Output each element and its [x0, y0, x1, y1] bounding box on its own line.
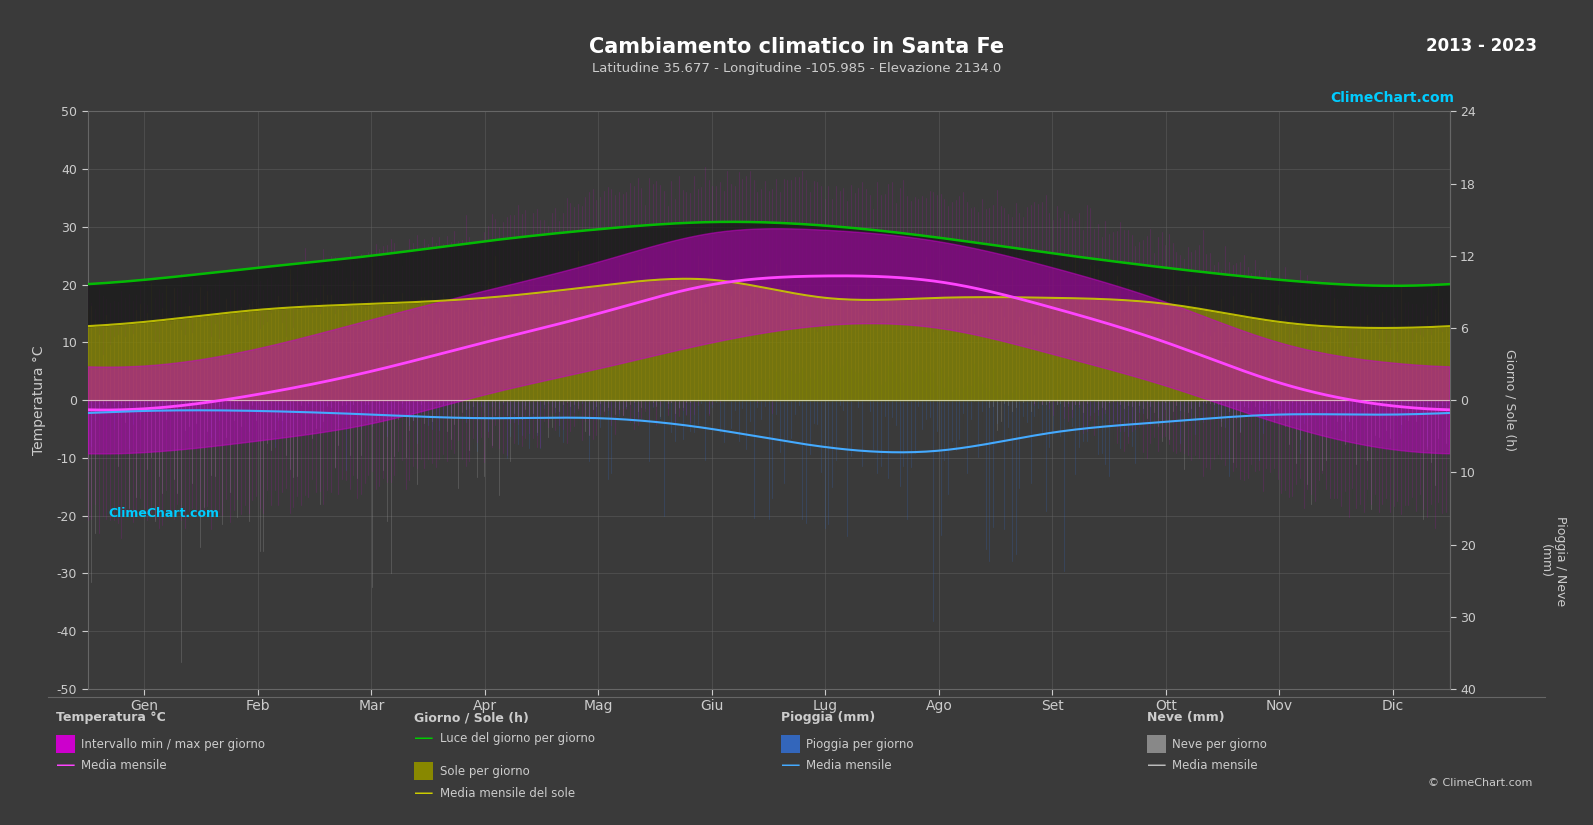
- Text: Latitudine 35.677 - Longitudine -105.985 - Elevazione 2134.0: Latitudine 35.677 - Longitudine -105.985…: [593, 62, 1000, 75]
- Y-axis label: Giorno / Sole (h): Giorno / Sole (h): [1504, 349, 1517, 451]
- Text: Luce del giorno per giorno: Luce del giorno per giorno: [440, 732, 594, 745]
- Text: Media mensile: Media mensile: [1172, 759, 1258, 772]
- Text: Pioggia / Neve
(mm): Pioggia / Neve (mm): [1539, 516, 1568, 606]
- Text: Pioggia per giorno: Pioggia per giorno: [806, 738, 913, 751]
- Text: © ClimeChart.com: © ClimeChart.com: [1427, 778, 1532, 788]
- Text: 2013 - 2023: 2013 - 2023: [1426, 37, 1537, 55]
- Text: —: —: [414, 784, 433, 804]
- Text: —: —: [56, 756, 75, 776]
- Text: Giorno / Sole (h): Giorno / Sole (h): [414, 711, 529, 724]
- Text: Neve per giorno: Neve per giorno: [1172, 738, 1268, 751]
- Text: Temperatura °C: Temperatura °C: [56, 711, 166, 724]
- Text: Intervallo min / max per giorno: Intervallo min / max per giorno: [81, 738, 266, 751]
- Text: Neve (mm): Neve (mm): [1147, 711, 1225, 724]
- Text: ClimeChart.com: ClimeChart.com: [108, 507, 220, 521]
- Text: Media mensile del sole: Media mensile del sole: [440, 787, 575, 800]
- Text: Media mensile: Media mensile: [806, 759, 892, 772]
- Text: Media mensile: Media mensile: [81, 759, 167, 772]
- Text: Cambiamento climatico in Santa Fe: Cambiamento climatico in Santa Fe: [589, 37, 1004, 57]
- Text: Sole per giorno: Sole per giorno: [440, 765, 529, 778]
- Text: —: —: [781, 756, 800, 776]
- Text: Pioggia (mm): Pioggia (mm): [781, 711, 875, 724]
- Text: ClimeChart.com: ClimeChart.com: [1330, 91, 1454, 105]
- Text: —: —: [414, 728, 433, 748]
- Text: —: —: [1147, 756, 1166, 776]
- Y-axis label: Temperatura °C: Temperatura °C: [32, 346, 46, 455]
